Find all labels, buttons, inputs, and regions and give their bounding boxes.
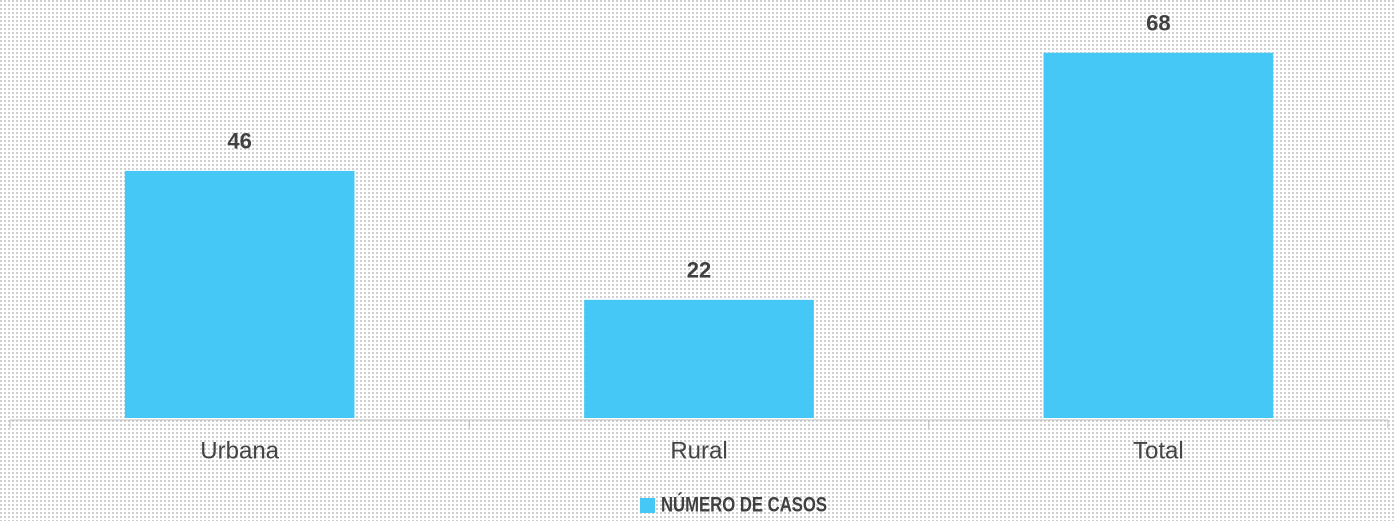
x-tick-label: Urbana — [200, 437, 279, 464]
bar — [1043, 52, 1274, 418]
bar — [124, 170, 355, 418]
value-label: 46 — [227, 129, 251, 154]
x-tick-label: Rural — [670, 437, 727, 464]
bar — [584, 299, 814, 418]
legend-swatch — [640, 498, 655, 513]
legend-label: NÚMERO DE CASOS — [661, 493, 827, 517]
value-label: 22 — [687, 258, 711, 283]
x-tick-label: Total — [1133, 437, 1184, 464]
value-label: 68 — [1146, 11, 1170, 36]
